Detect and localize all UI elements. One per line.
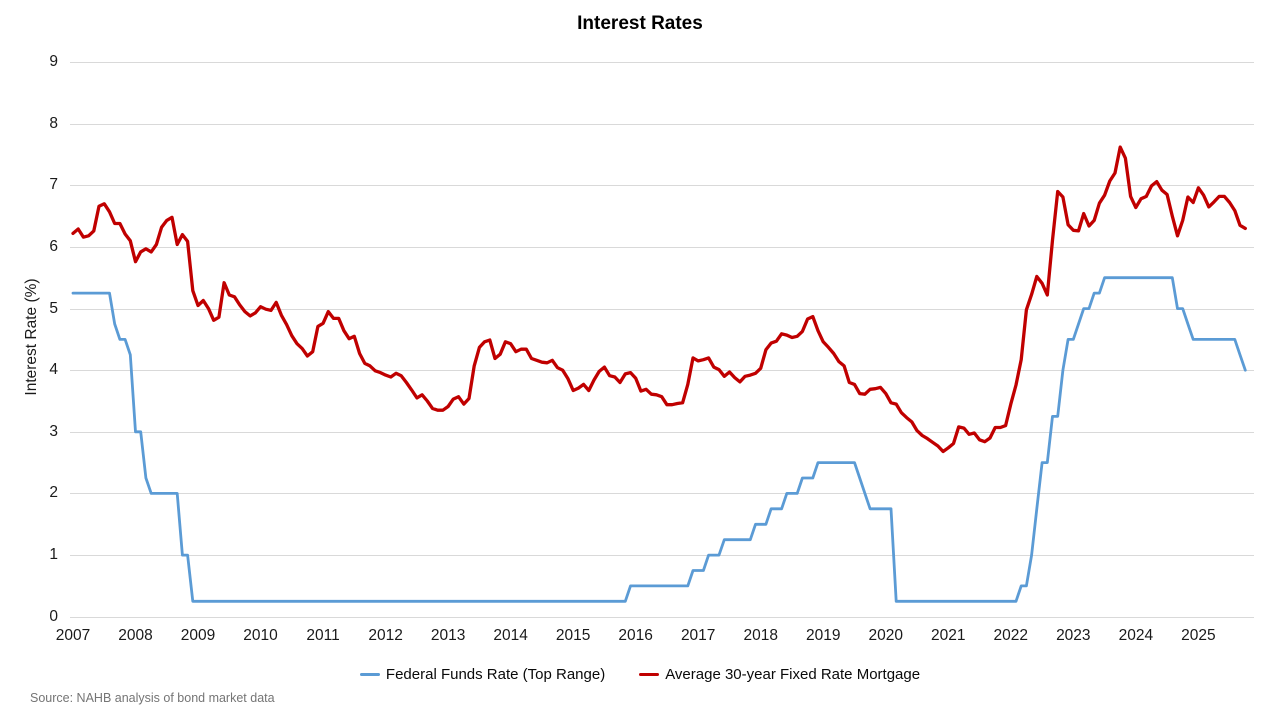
series-line-mortgage xyxy=(71,145,1247,454)
source-note: Source: NAHB analysis of bond market dat… xyxy=(30,691,275,705)
y-tick-label: 7 xyxy=(49,176,58,194)
legend-label-mortgage: Average 30-year Fixed Rate Mortgage xyxy=(665,665,921,683)
legend-item-mortgage[interactable]: Average 30-year Fixed Rate Mortgage xyxy=(639,666,920,683)
x-tick-label: 2010 xyxy=(243,627,278,644)
x-tick-label: 2011 xyxy=(306,627,340,644)
legend-item-federal-funds[interactable]: Federal Funds Rate (Top Range) xyxy=(359,665,606,683)
y-tick-label: 0 xyxy=(49,607,58,625)
x-tick-label: 2020 xyxy=(868,627,903,644)
x-tick-label: 2021 xyxy=(931,627,966,644)
y-tick-label: 1 xyxy=(49,546,58,564)
x-tick-label: 2016 xyxy=(618,627,653,644)
x-tick-label: 2019 xyxy=(805,627,841,644)
y-tick-label: 9 xyxy=(49,53,58,71)
chart-title: Interest Rates xyxy=(577,13,703,34)
x-tick-label: 2024 xyxy=(1118,627,1154,644)
x-tick-label: 2008 xyxy=(118,627,153,644)
x-tick-label: 2015 xyxy=(555,627,591,644)
y-tick-label: 4 xyxy=(49,361,58,379)
legend-line-swatch-red-icon xyxy=(639,672,660,676)
x-tick-label: 2007 xyxy=(55,627,91,644)
x-tick-label: 2023 xyxy=(1056,627,1091,644)
x-tick-label: 2014 xyxy=(493,627,528,644)
x-tick-label: 2018 xyxy=(743,627,778,644)
series-line-federal-funds xyxy=(71,276,1247,603)
x-tick-label: 2017 xyxy=(680,627,716,644)
legend: Federal Funds Rate (Top Range) Average 3… xyxy=(0,663,1280,685)
y-tick-label: 3 xyxy=(49,422,58,440)
x-tick-label: 2013 xyxy=(430,627,466,644)
y-tick-label: 6 xyxy=(49,237,58,255)
y-tick-label: 5 xyxy=(49,299,58,317)
x-tick-label: 2012 xyxy=(368,627,403,644)
legend-line-swatch-blue-icon xyxy=(359,672,380,676)
legend-label-federal-funds: Federal Funds Rate (Top Range) xyxy=(385,665,606,683)
x-tick-label: 2009 xyxy=(180,627,216,644)
x-tick-label: 2025 xyxy=(1181,627,1216,644)
x-tick-label: 2022 xyxy=(993,627,1029,644)
y-tick-label: 2 xyxy=(49,484,58,502)
y-tick-label: 8 xyxy=(49,114,58,132)
